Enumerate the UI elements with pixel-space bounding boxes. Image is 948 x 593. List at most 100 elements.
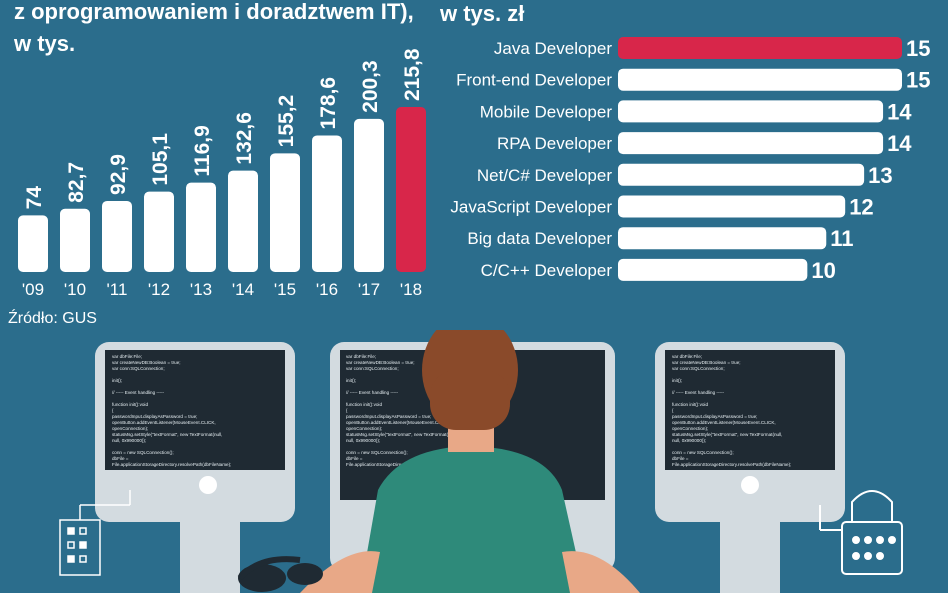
employment-year-label-2: '11 [107, 280, 128, 299]
code-line: passwordInput.displayAsPassword = true; [346, 414, 431, 419]
employment-year-label-3: '12 [148, 280, 170, 299]
code-line: openConnection); [112, 426, 148, 431]
salary-bar-7 [618, 258, 808, 281]
employment-bar-2 [102, 200, 132, 272]
code-line: var createNewDB:Boolean = true; [672, 360, 741, 365]
employment-bar-5 [228, 170, 258, 272]
salary-value-label-5: 12 [849, 195, 873, 220]
code-line: conn = new SQLConnection(); [112, 450, 174, 455]
salary-category-label-7: C/C++ Developer [481, 261, 613, 280]
right-chart-title: w tys. zł [440, 1, 525, 26]
programmer-illustration: var dbFile:File;var createNewDB:Boolean … [59, 330, 903, 593]
lock-icon [819, 490, 903, 575]
salary-bar-2 [618, 100, 884, 123]
employment-value-label-7: 178,6 [317, 77, 340, 130]
headphones-icon [237, 556, 323, 592]
code-line: openConnection); [672, 426, 708, 431]
code-line: init(); [346, 378, 356, 383]
code-line: statusMsg.setStyle("textFormat", new Tex… [672, 432, 782, 437]
code-line: conn = new SQLConnection(); [672, 450, 734, 455]
left-chart-title-line-1: z oprogramowaniem i doradztwem IT), [14, 0, 414, 24]
left-chart-title: z oprogramowaniem i doradztwem IT), w ty… [14, 0, 414, 60]
salary-category-label-1: Front-end Developer [456, 71, 612, 90]
code-line: var dbFile:File; [672, 354, 702, 359]
employment-value-label-6: 155,2 [275, 95, 298, 148]
salary-value-label-2: 14 [887, 99, 912, 124]
employment-value-label-2: 92,9 [107, 154, 130, 195]
left-chart-title-line-2: w tys. [14, 31, 76, 56]
salary-category-label-3: RPA Developer [497, 134, 612, 153]
code-line: function init():void [672, 402, 708, 407]
salary-category-label-6: Big data Developer [467, 229, 612, 248]
employment-bar-7 [312, 135, 342, 272]
code-line: null, 0x990000)); [112, 438, 146, 443]
employment-year-label-6: '15 [274, 280, 296, 299]
code-line: statusMsg.setStyle("textFormat", new Tex… [346, 432, 456, 437]
code-line: function init():void [112, 402, 148, 407]
employment-year-label-8: '17 [358, 280, 380, 299]
salary-value-label-7: 10 [811, 258, 835, 283]
code-line: null, 0x990000)); [346, 438, 380, 443]
code-line: File.applicationStorageDirectory.resolve… [672, 462, 791, 467]
code-line: init(); [112, 378, 122, 383]
salary-bar-chart: Java Developer 15 Front-end Developer 15 Mob… [450, 36, 930, 283]
code-line: statusMsg.setStyle("textFormat", new Tex… [112, 432, 222, 437]
binary-chip-icon [59, 490, 131, 576]
code-line: { [346, 408, 348, 413]
code-line: // ----- Event handling ----- [346, 390, 399, 395]
code-line: openButton.addEventListener(MouseEvent.C… [112, 420, 216, 425]
code-line: var conn:SQLConnection; [346, 366, 399, 371]
employment-bar-1 [60, 208, 90, 272]
employment-value-label-1: 82,7 [65, 162, 88, 203]
code-line: { [672, 408, 674, 413]
salary-value-label-0: 15 [906, 36, 930, 61]
salary-bar-4 [618, 163, 865, 186]
salary-category-label-4: Net/C# Developer [477, 166, 612, 185]
code-line: passwordInput.displayAsPassword = true; [672, 414, 757, 419]
left-monitor-code: var dbFile:File;var createNewDB:Boolean … [112, 354, 231, 467]
code-line: // ----- Event handling ----- [112, 390, 165, 395]
employment-bar-4 [186, 182, 216, 272]
employment-value-label-8: 200,3 [359, 60, 382, 113]
code-line: init(); [672, 378, 682, 383]
right-monitor-power-icon [741, 476, 759, 494]
code-line: null, 0x990000)); [672, 438, 706, 443]
source-note: Źródło: GUS [8, 310, 97, 327]
right-monitor: var dbFile:File;var createNewDB:Boolean … [655, 342, 845, 593]
code-line: File.applicationStorageDirectory.resolve… [112, 462, 231, 467]
programmer-figure [300, 330, 640, 593]
code-line: var dbFile:File; [346, 354, 376, 359]
left-monitor: var dbFile:File;var createNewDB:Boolean … [95, 342, 295, 593]
code-line: dbFile = [672, 456, 689, 461]
salary-bar-3 [618, 132, 884, 155]
employment-bar-9 [396, 107, 426, 272]
code-line: { [112, 408, 114, 413]
employment-bar-0 [18, 215, 48, 272]
employment-year-label-9: '18 [400, 280, 422, 299]
salary-category-label-5: JavaScript Developer [450, 198, 612, 217]
employment-bar-chart: 74 '09 82,7 '10 92,9 '11 105,1 '12 116,9 '13 132,6… [18, 48, 426, 299]
employment-year-label-1: '10 [64, 280, 86, 299]
code-line: var conn:SQLConnection; [672, 366, 725, 371]
code-line: function init():void [346, 402, 382, 407]
salary-bar-6 [618, 227, 827, 250]
employment-value-label-3: 105,1 [149, 133, 172, 186]
salary-bar-5 [618, 195, 846, 218]
salary-bar-0 [618, 37, 902, 59]
employment-year-label-4: '13 [190, 280, 212, 299]
salary-category-label-0: Java Developer [494, 39, 612, 58]
code-line: var createNewDB:Boolean = true; [112, 360, 181, 365]
employment-bar-3 [144, 191, 174, 272]
code-line: var createNewDB:Boolean = true; [346, 360, 415, 365]
salary-bar-1 [618, 68, 902, 91]
employment-year-label-5: '14 [232, 280, 254, 299]
salary-value-label-6: 11 [830, 226, 853, 251]
salary-value-label-3: 14 [887, 131, 912, 156]
code-line: openConnection); [346, 426, 382, 431]
code-line: // ----- Event handling ----- [672, 390, 725, 395]
employment-year-label-7: '16 [316, 280, 338, 299]
employment-value-label-5: 132,6 [233, 112, 256, 165]
employment-year-label-0: '09 [22, 280, 44, 299]
code-line: conn = new SQLConnection(); [346, 450, 408, 455]
employment-value-label-4: 116,9 [191, 125, 214, 176]
